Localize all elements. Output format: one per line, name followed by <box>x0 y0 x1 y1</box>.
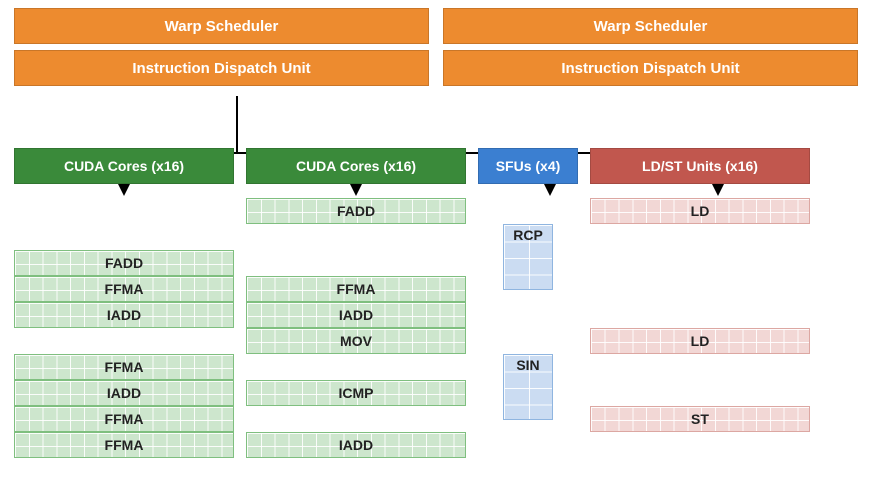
instruction-sfu-sin: SIN <box>503 354 553 420</box>
scheduler-row-1: Warp Scheduler Warp Scheduler <box>14 8 858 44</box>
unit-column-ldst: LD/ST Units (x16) LD LD ST <box>590 148 810 468</box>
instruction-ldst-ld: LD <box>590 198 810 224</box>
instruction-cuda2-fadd: FADD <box>246 198 466 224</box>
unit-column-cuda2: CUDA Cores (x16)FADDFFMAIADDMOVICMPIADD <box>246 148 466 468</box>
dispatch-unit-1: Instruction Dispatch Unit <box>14 50 429 86</box>
instruction-cuda1-ffma: FFMA <box>14 432 234 458</box>
instruction-cuda2-iadd: IADD <box>246 432 466 458</box>
instruction-cuda1-ffma: FFMA <box>14 406 234 432</box>
instruction-cuda1-iadd: IADD <box>14 302 234 328</box>
instruction-sfu-rcp: RCP <box>503 224 553 290</box>
instruction-cuda1-fadd: FADD <box>14 250 234 276</box>
instruction-cuda2-icmp: ICMP <box>246 380 466 406</box>
unit-header-cuda2: CUDA Cores (x16) <box>246 148 466 184</box>
instruction-cuda2-ffma: FFMA <box>246 276 466 302</box>
instruction-slots-sfu: RCP SIN <box>478 198 578 468</box>
instruction-ldst-st: ST <box>590 406 810 432</box>
dispatch-unit-2: Instruction Dispatch Unit <box>443 50 858 86</box>
instruction-ldst-ld: LD <box>590 328 810 354</box>
unit-column-sfu: SFUs (x4) RCP SIN <box>478 148 578 468</box>
instruction-cuda1-iadd: IADD <box>14 380 234 406</box>
instruction-slots-cuda1: FADDFFMAIADDFFMAIADDFFMAFFMA <box>14 198 234 468</box>
unit-header-ldst: LD/ST Units (x16) <box>590 148 810 184</box>
unit-headers: CUDA Cores (x16)FADDFFMAIADDFFMAIADDFFMA… <box>14 148 858 468</box>
warp-scheduler-1: Warp Scheduler <box>14 8 429 44</box>
unit-column-cuda1: CUDA Cores (x16)FADDFFMAIADDFFMAIADDFFMA… <box>14 148 234 468</box>
instruction-cuda2-iadd: IADD <box>246 302 466 328</box>
instruction-slots-cuda2: FADDFFMAIADDMOVICMPIADD <box>246 198 466 468</box>
instruction-cuda1-ffma: FFMA <box>14 276 234 302</box>
warp-scheduler-2: Warp Scheduler <box>443 8 858 44</box>
dispatch-row: Instruction Dispatch Unit Instruction Di… <box>14 50 858 86</box>
instruction-slots-ldst: LD LD ST <box>590 198 810 468</box>
instruction-cuda2-mov: MOV <box>246 328 466 354</box>
unit-header-cuda1: CUDA Cores (x16) <box>14 148 234 184</box>
instruction-cuda1-ffma: FFMA <box>14 354 234 380</box>
unit-header-sfu: SFUs (x4) <box>478 148 578 184</box>
